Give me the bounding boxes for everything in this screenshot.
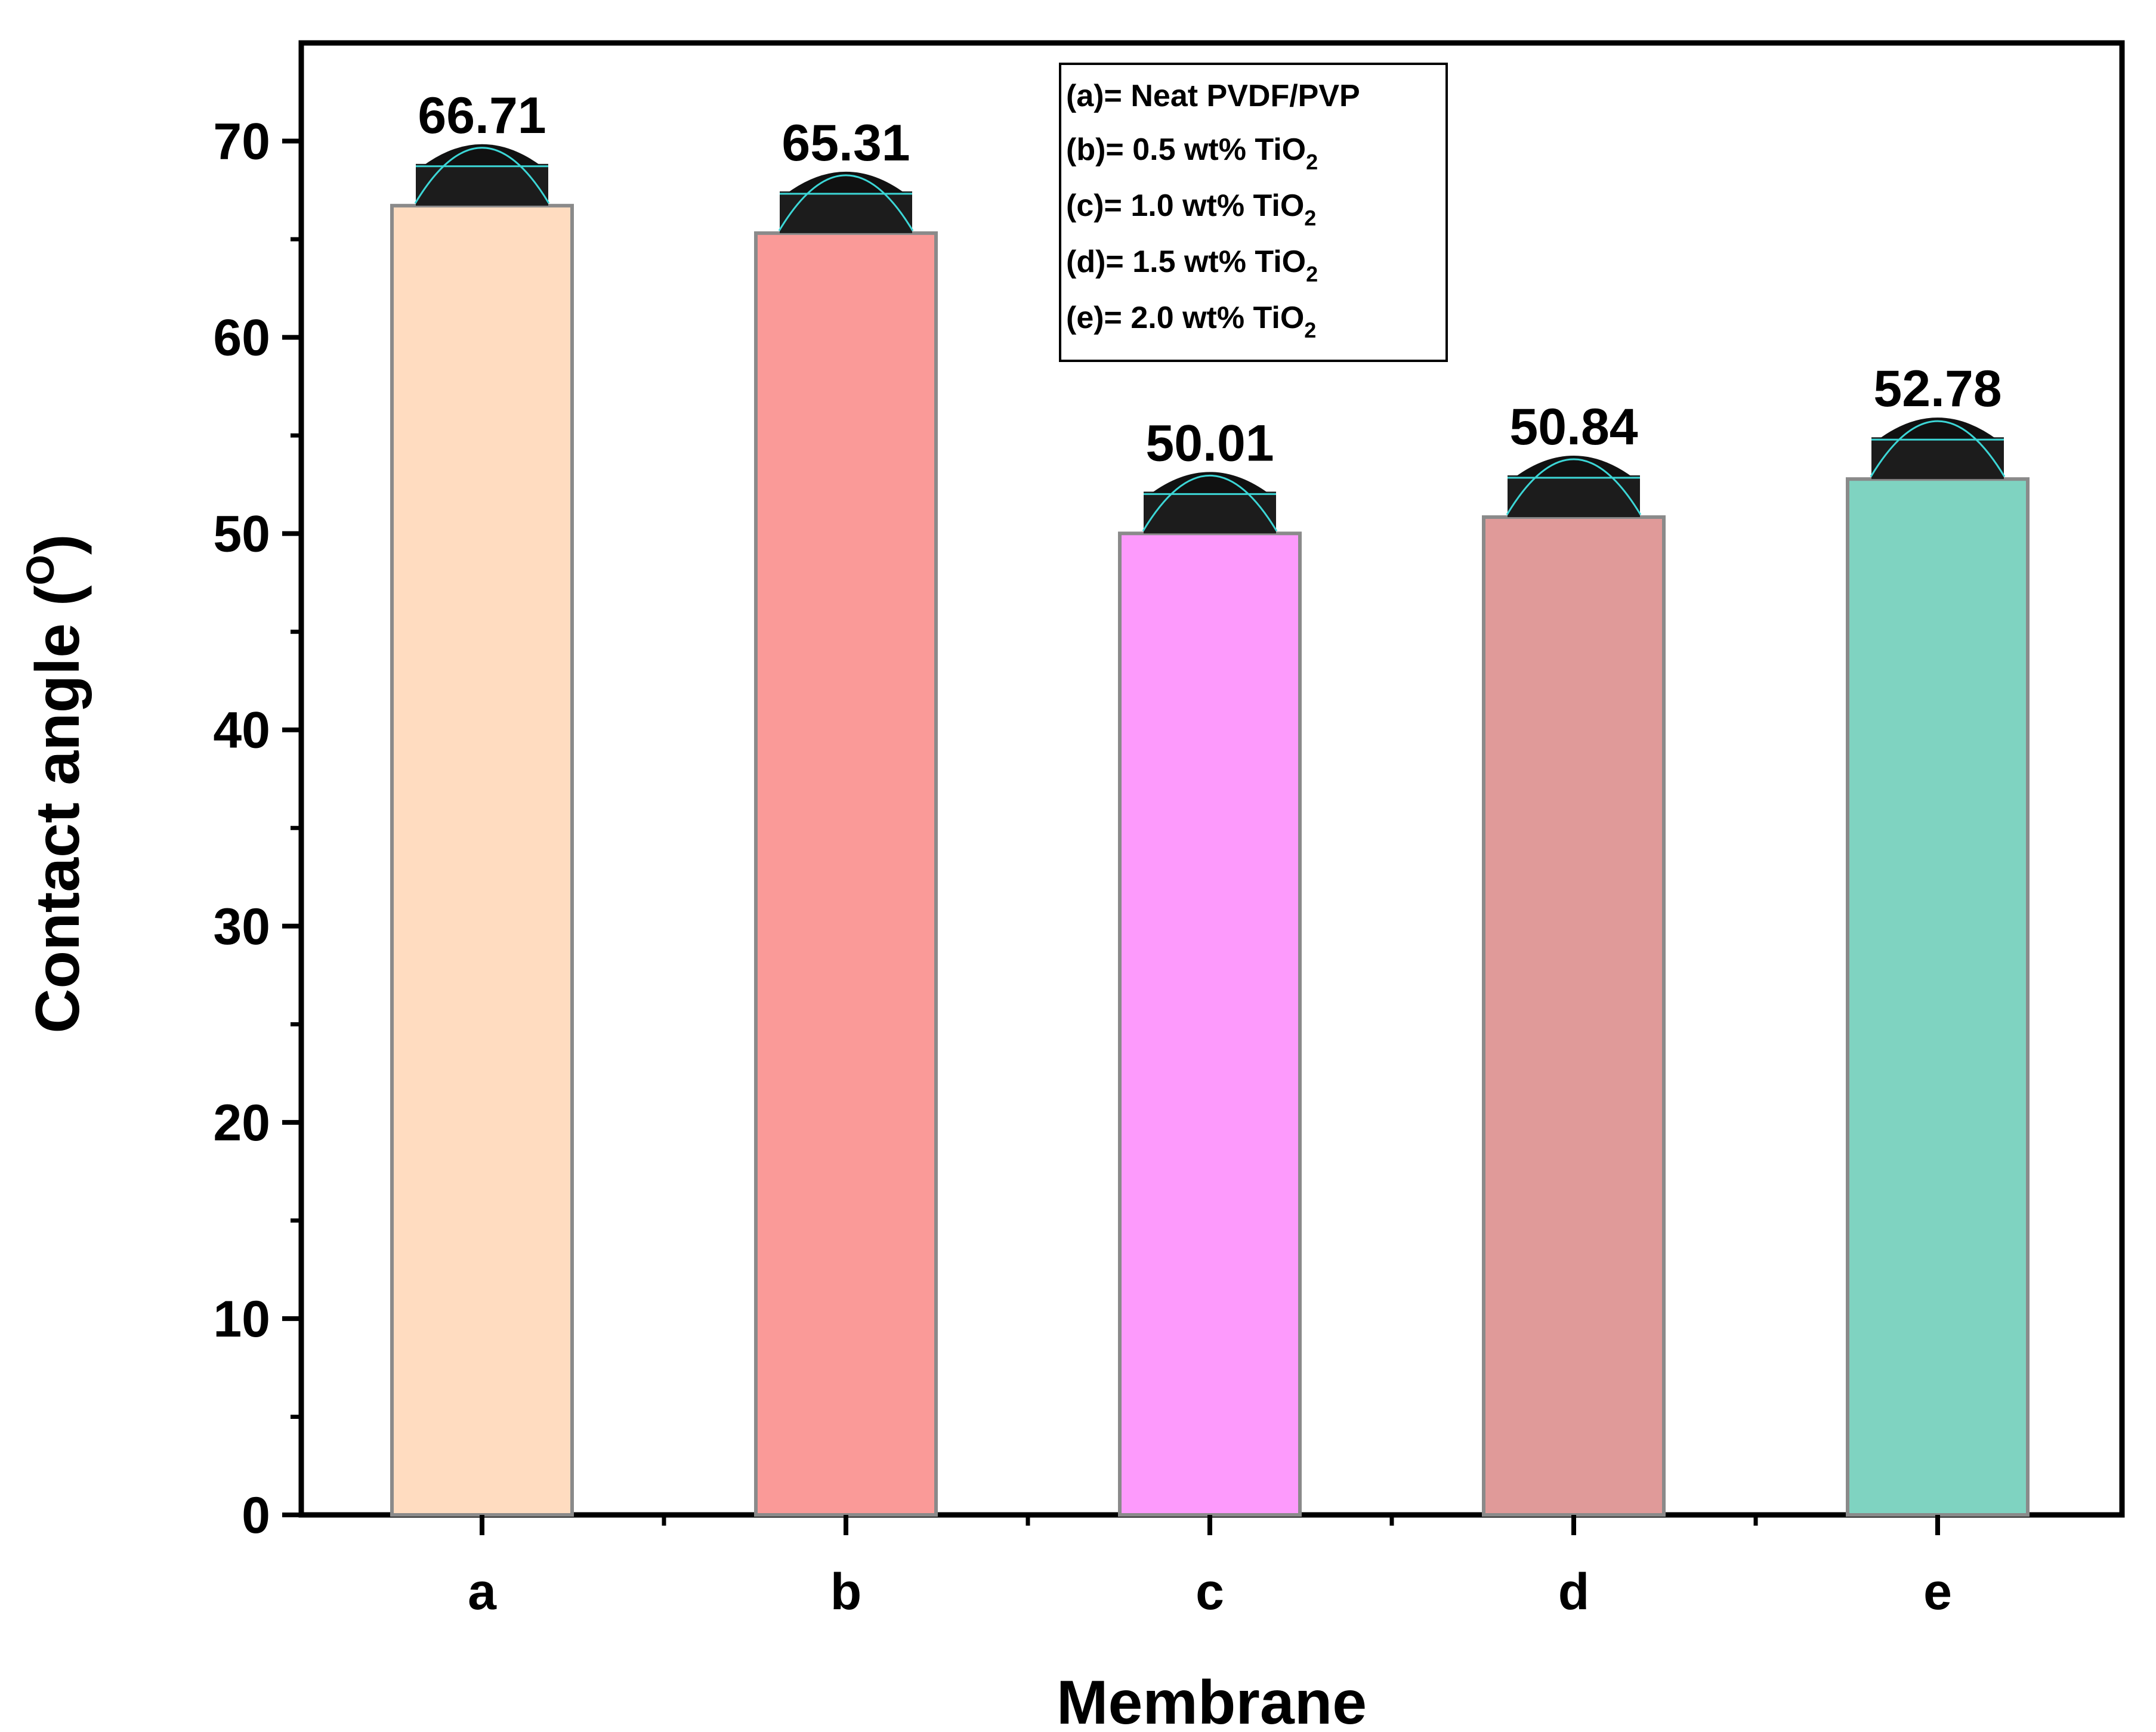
droplet-cap [1150,472,1269,494]
bar-a [390,203,574,1517]
bar-e [1846,477,2030,1517]
droplet-base [1871,437,2004,480]
legend-entry-c-sub: 2 [1304,206,1316,230]
legend: (a)= Neat PVDF/PVP (b)= 0.5 wt% TiO2 (c)… [1059,63,1448,362]
droplet-inset-d [1506,456,1642,518]
y-tick-label: 10 [213,1291,270,1348]
y-tick-label: 20 [213,1094,270,1152]
droplet-cap [1514,456,1633,478]
y-axis-title-close: ) [23,534,92,555]
droplet-fit-arc [1142,474,1278,532]
droplet-fit-arc [1506,458,1642,515]
droplet-inset-a [414,144,550,206]
bar-c [1118,531,1302,1517]
droplet-fit-arc [778,174,914,231]
legend-entry-e-text: (e)= 2.0 wt% TiO [1066,301,1304,335]
droplet-inset-b [778,171,914,233]
bars-layer: 66.71 65.31 50.01 50.84 52.78 [390,87,2030,1517]
data-label-e: 52.78 [1873,360,2001,417]
legend-entry-c: (c)= 1.0 wt% TiO2 [1066,188,1316,230]
data-label-a: 66.71 [418,87,546,144]
y-tick-label: 50 [213,506,270,563]
legend-entry-d-text: (d)= 1.5 wt% TiO [1066,245,1306,279]
data-label-c: 50.01 [1145,415,1274,472]
data-label-b: 65.31 [782,115,910,172]
x-tick-label-a: a [468,1563,497,1620]
y-tick-label: 60 [213,310,270,367]
droplet-cap [786,171,906,194]
droplet-fit-arc [414,147,550,204]
x-axis-title: Membrane [1057,1668,1367,1732]
droplet-base [780,191,912,233]
legend-entry-a-text: (a)= Neat PVDF/PVP [1066,79,1360,113]
legend-entry-d: (d)= 1.5 wt% TiO2 [1066,245,1318,286]
legend-entry-e-sub: 2 [1304,318,1316,342]
y-tick-label: 40 [213,702,270,759]
x-tick-label-e: e [1923,1563,1952,1620]
droplet-base [416,163,548,206]
x-tick-label-c: c [1196,1563,1224,1620]
y-tick-label: 70 [213,113,270,171]
legend-entry-b-text: (b)= 0.5 wt% TiO [1066,132,1306,167]
legend-entry-b: (b)= 0.5 wt% TiO2 [1066,132,1318,174]
droplet-inset-c [1142,472,1278,534]
data-label-d: 50.84 [1509,398,1638,456]
y-axis-title-superscript: O [18,555,62,585]
bar-d [1482,515,1666,1517]
x-tick-label-b: b [830,1563,862,1620]
bar-b [754,231,938,1517]
x-tick-label-d: d [1558,1563,1590,1620]
legend-entry-c-text: (c)= 1.0 wt% TiO [1066,188,1304,223]
y-axis-title: Contact angle (O) [18,534,92,1033]
y-axis-title-text: Contact angle ( [23,585,92,1034]
legend-entry-a: (a)= Neat PVDF/PVP [1066,79,1360,113]
legend-box [1059,63,1448,362]
droplet-base [1144,491,1276,534]
droplet-inset-e [1870,417,2006,480]
droplet-fit-arc [1870,420,2006,477]
droplet-cap [1878,417,1997,440]
legend-entry-b-sub: 2 [1306,150,1318,174]
legend-entry-d-sub: 2 [1306,262,1318,286]
legend-entry-e: (e)= 2.0 wt% TiO2 [1066,301,1316,342]
y-tick-label: 30 [213,898,270,955]
droplet-cap [422,144,542,166]
ticks-layer: a b c d e 0 10 20 30 40 50 60 70 [213,113,1952,1620]
y-tick-label: 0 [242,1487,270,1544]
droplet-base [1508,475,1640,518]
